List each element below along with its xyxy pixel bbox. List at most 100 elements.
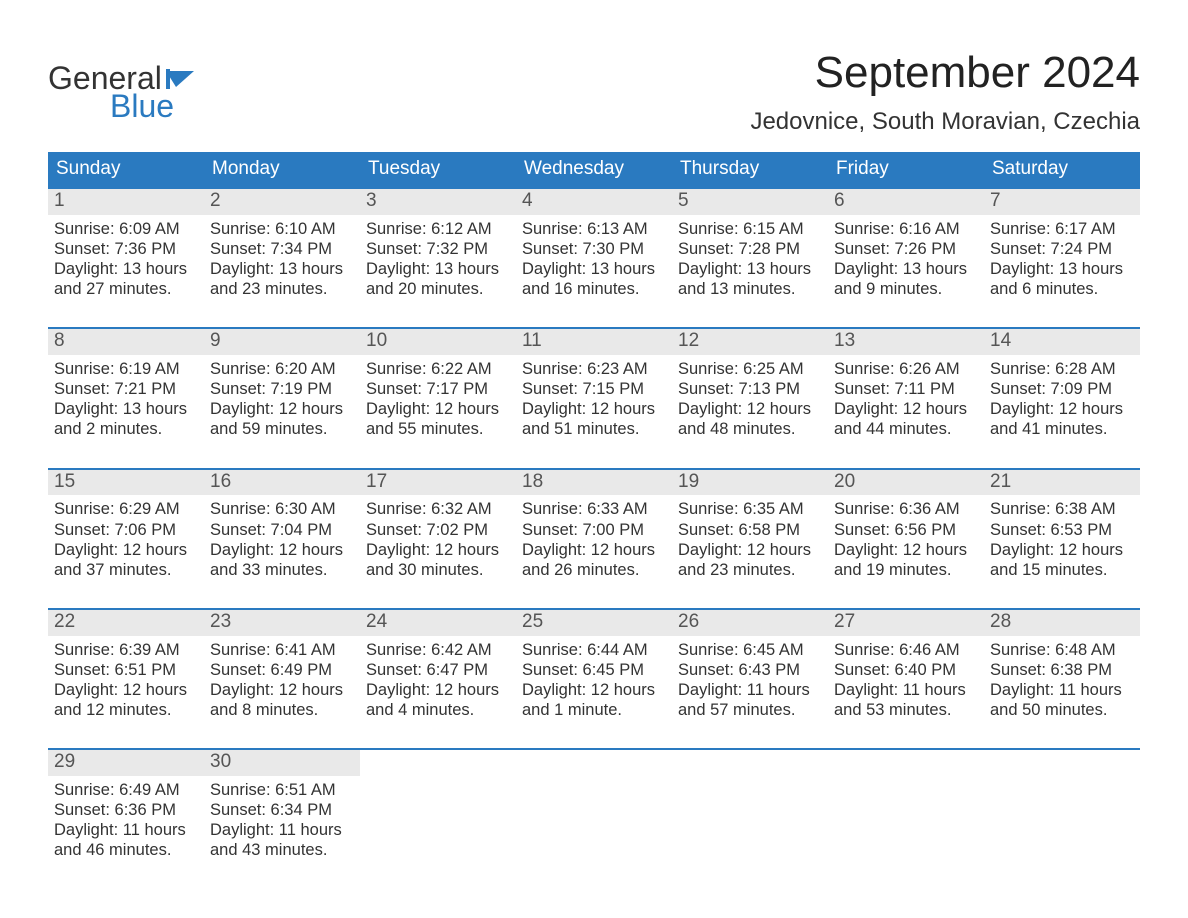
daylight-line-2: and 43 minutes.: [210, 840, 354, 860]
sunset-line: Sunset: 6:45 PM: [522, 660, 666, 680]
day-body: Sunrise: 6:30 AMSunset: 7:04 PMDaylight:…: [204, 495, 360, 580]
day-body: Sunrise: 6:36 AMSunset: 6:56 PMDaylight:…: [828, 495, 984, 580]
daylight-line-1: Daylight: 13 hours: [54, 259, 198, 279]
brand-word2: Blue: [110, 90, 174, 122]
sunset-line: Sunset: 7:30 PM: [522, 239, 666, 259]
day-number: 28: [984, 610, 1140, 636]
sunrise-line: Sunrise: 6:44 AM: [522, 640, 666, 660]
sunrise-line: Sunrise: 6:09 AM: [54, 219, 198, 239]
sunrise-line: Sunrise: 6:39 AM: [54, 640, 198, 660]
daylight-line-1: Daylight: 13 hours: [366, 259, 510, 279]
day-cell: 22Sunrise: 6:39 AMSunset: 6:51 PMDayligh…: [48, 610, 204, 724]
sunset-line: Sunset: 6:58 PM: [678, 520, 822, 540]
day-number: 2: [204, 189, 360, 215]
day-cell: 18Sunrise: 6:33 AMSunset: 7:00 PMDayligh…: [516, 470, 672, 584]
day-cell: 5Sunrise: 6:15 AMSunset: 7:28 PMDaylight…: [672, 189, 828, 303]
day-number: 13: [828, 329, 984, 355]
day-body: Sunrise: 6:19 AMSunset: 7:21 PMDaylight:…: [48, 355, 204, 440]
day-number: 27: [828, 610, 984, 636]
day-number: 24: [360, 610, 516, 636]
day-body: Sunrise: 6:20 AMSunset: 7:19 PMDaylight:…: [204, 355, 360, 440]
day-number: 8: [48, 329, 204, 355]
day-cell: 7Sunrise: 6:17 AMSunset: 7:24 PMDaylight…: [984, 189, 1140, 303]
sunset-line: Sunset: 6:34 PM: [210, 800, 354, 820]
day-body: Sunrise: 6:35 AMSunset: 6:58 PMDaylight:…: [672, 495, 828, 580]
day-cell: 30Sunrise: 6:51 AMSunset: 6:34 PMDayligh…: [204, 750, 360, 864]
day-cell: [516, 750, 672, 864]
day-cell: [828, 750, 984, 864]
day-cell: 28Sunrise: 6:48 AMSunset: 6:38 PMDayligh…: [984, 610, 1140, 724]
day-body: Sunrise: 6:17 AMSunset: 7:24 PMDaylight:…: [984, 215, 1140, 300]
day-body: Sunrise: 6:46 AMSunset: 6:40 PMDaylight:…: [828, 636, 984, 721]
sunset-line: Sunset: 7:02 PM: [366, 520, 510, 540]
daylight-line-1: Daylight: 11 hours: [990, 680, 1134, 700]
daylight-line-1: Daylight: 12 hours: [522, 680, 666, 700]
sunset-line: Sunset: 7:13 PM: [678, 379, 822, 399]
sunset-line: Sunset: 7:17 PM: [366, 379, 510, 399]
week-row: 15Sunrise: 6:29 AMSunset: 7:06 PMDayligh…: [48, 468, 1140, 584]
day-number: 18: [516, 470, 672, 496]
day-of-week-header-row: SundayMondayTuesdayWednesdayThursdayFrid…: [48, 152, 1140, 187]
daylight-line-1: Daylight: 12 hours: [990, 399, 1134, 419]
day-number: 3: [360, 189, 516, 215]
day-number: 14: [984, 329, 1140, 355]
day-number: 19: [672, 470, 828, 496]
day-number: 30: [204, 750, 360, 776]
sunset-line: Sunset: 6:40 PM: [834, 660, 978, 680]
daylight-line-1: Daylight: 13 hours: [834, 259, 978, 279]
day-body: Sunrise: 6:38 AMSunset: 6:53 PMDaylight:…: [984, 495, 1140, 580]
daylight-line-2: and 4 minutes.: [366, 700, 510, 720]
daylight-line-1: Daylight: 12 hours: [678, 399, 822, 419]
day-of-week-header: Wednesday: [516, 152, 672, 187]
sunrise-line: Sunrise: 6:46 AM: [834, 640, 978, 660]
day-number: 26: [672, 610, 828, 636]
day-cell: 2Sunrise: 6:10 AMSunset: 7:34 PMDaylight…: [204, 189, 360, 303]
sunset-line: Sunset: 7:34 PM: [210, 239, 354, 259]
day-of-week-header: Sunday: [48, 152, 204, 187]
sunset-line: Sunset: 7:26 PM: [834, 239, 978, 259]
daylight-line-1: Daylight: 12 hours: [366, 540, 510, 560]
day-body: Sunrise: 6:13 AMSunset: 7:30 PMDaylight:…: [516, 215, 672, 300]
sunrise-line: Sunrise: 6:22 AM: [366, 359, 510, 379]
day-cell: 14Sunrise: 6:28 AMSunset: 7:09 PMDayligh…: [984, 329, 1140, 443]
day-number: 6: [828, 189, 984, 215]
daylight-line-1: Daylight: 12 hours: [834, 540, 978, 560]
day-cell: 1Sunrise: 6:09 AMSunset: 7:36 PMDaylight…: [48, 189, 204, 303]
sunrise-line: Sunrise: 6:48 AM: [990, 640, 1134, 660]
calendar: SundayMondayTuesdayWednesdayThursdayFrid…: [48, 152, 1140, 864]
daylight-line-2: and 13 minutes.: [678, 279, 822, 299]
daylight-line-2: and 33 minutes.: [210, 560, 354, 580]
daylight-line-1: Daylight: 12 hours: [678, 540, 822, 560]
daylight-line-2: and 41 minutes.: [990, 419, 1134, 439]
weeks-container: 1Sunrise: 6:09 AMSunset: 7:36 PMDaylight…: [48, 187, 1140, 864]
day-number: 21: [984, 470, 1140, 496]
daylight-line-1: Daylight: 11 hours: [210, 820, 354, 840]
daylight-line-2: and 53 minutes.: [834, 700, 978, 720]
sunrise-line: Sunrise: 6:23 AM: [522, 359, 666, 379]
daylight-line-2: and 51 minutes.: [522, 419, 666, 439]
day-cell: 13Sunrise: 6:26 AMSunset: 7:11 PMDayligh…: [828, 329, 984, 443]
sunrise-line: Sunrise: 6:13 AM: [522, 219, 666, 239]
sunset-line: Sunset: 6:47 PM: [366, 660, 510, 680]
day-of-week-header: Monday: [204, 152, 360, 187]
day-cell: 6 Sunrise: 6:16 AMSunset: 7:26 PMDaylight…: [828, 189, 984, 303]
day-body: Sunrise: 6:44 AMSunset: 6:45 PMDaylight:…: [516, 636, 672, 721]
day-number: 12: [672, 329, 828, 355]
daylight-line-2: and 57 minutes.: [678, 700, 822, 720]
sunset-line: Sunset: 7:09 PM: [990, 379, 1134, 399]
daylight-line-2: and 23 minutes.: [678, 560, 822, 580]
daylight-line-2: and 2 minutes.: [54, 419, 198, 439]
day-cell: [360, 750, 516, 864]
daylight-line-1: Daylight: 12 hours: [210, 680, 354, 700]
sunrise-line: Sunrise: 6:33 AM: [522, 499, 666, 519]
sunrise-line: Sunrise: 6:16 AM: [834, 219, 978, 239]
day-cell: 15Sunrise: 6:29 AMSunset: 7:06 PMDayligh…: [48, 470, 204, 584]
sunrise-line: Sunrise: 6:15 AM: [678, 219, 822, 239]
day-body: Sunrise: 6:28 AMSunset: 7:09 PMDaylight:…: [984, 355, 1140, 440]
day-body: Sunrise: 6:51 AMSunset: 6:34 PMDaylight:…: [204, 776, 360, 861]
day-cell: 8Sunrise: 6:19 AMSunset: 7:21 PMDaylight…: [48, 329, 204, 443]
day-cell: [984, 750, 1140, 864]
day-of-week-header: Tuesday: [360, 152, 516, 187]
daylight-line-2: and 20 minutes.: [366, 279, 510, 299]
daylight-line-2: and 12 minutes.: [54, 700, 198, 720]
